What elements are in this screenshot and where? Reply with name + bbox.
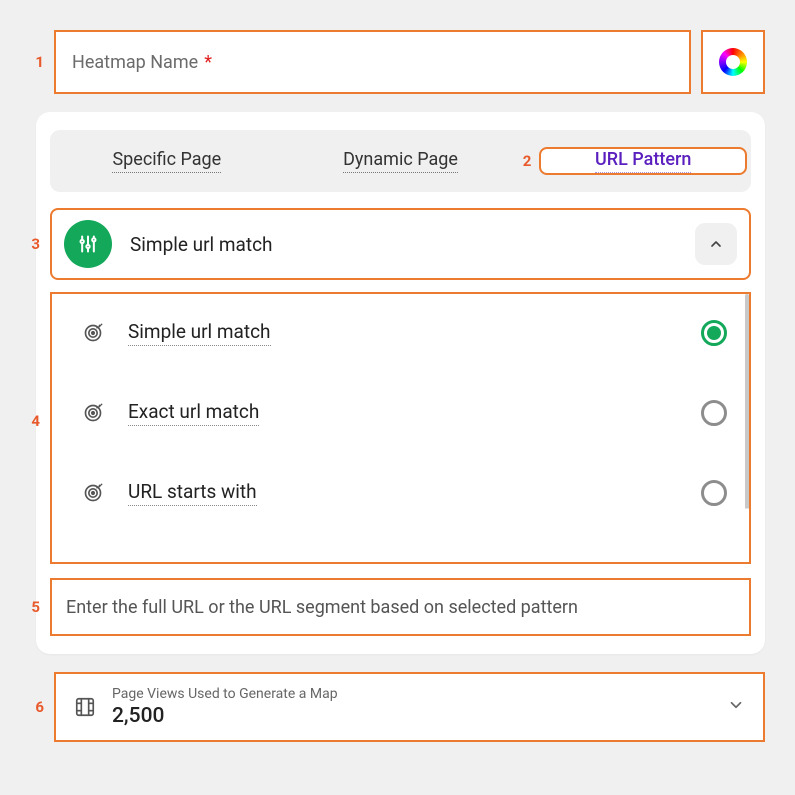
callout-5: 5 [26,598,40,616]
film-icon [74,696,96,718]
callout-1: 1 [30,53,44,71]
chevron-up-icon [708,236,724,252]
color-wheel-icon [719,48,747,76]
option-exact-url-match[interactable]: Exact url match [82,400,727,426]
page-type-tabs: Specific Page Dynamic Page 2 URL Pattern [50,130,751,192]
callout-3: 3 [26,235,40,253]
chevron-down-icon [727,696,745,718]
tab-specific-page-label: Specific Page [112,149,221,173]
scrollbar[interactable] [745,294,749,562]
tab-dynamic-page[interactable]: Dynamic Page [284,130,518,192]
pageviews-value: 2,500 [112,704,338,728]
sliders-icon [64,220,112,268]
callout-4: 4 [26,412,40,430]
callout-2: 2 [517,152,531,170]
tab-dynamic-page-label: Dynamic Page [343,149,458,173]
tab-specific-page[interactable]: Specific Page [50,130,284,192]
callout-6: 6 [30,698,44,716]
option-label: Exact url match [128,400,259,426]
match-options-list: Simple url match Exact url match [50,292,751,564]
collapse-button[interactable] [695,223,737,265]
required-marker: * [204,52,212,73]
config-panel: Specific Page Dynamic Page 2 URL Pattern… [36,112,765,654]
option-simple-url-match[interactable]: Simple url match [82,320,727,346]
option-label: URL starts with [128,480,257,506]
pageviews-label: Page Views Used to Generate a Map [112,686,338,702]
option-label: Simple url match [128,320,271,346]
color-picker-button[interactable] [701,30,765,94]
radio-unselected[interactable] [701,400,727,426]
tab-url-pattern-label: URL Pattern [595,149,691,173]
dropdown-title: Simple url match [130,233,677,256]
url-input[interactable]: Enter the full URL or the URL segment ba… [50,578,751,636]
target-icon [82,483,104,503]
target-icon [82,403,104,423]
match-type-dropdown[interactable]: Simple url match [50,208,751,280]
target-icon [82,323,104,343]
heatmap-name-input[interactable]: Heatmap Name * [54,30,691,94]
radio-unselected[interactable] [701,480,727,506]
option-url-starts-with[interactable]: URL starts with [82,480,727,506]
url-placeholder: Enter the full URL or the URL segment ba… [66,597,578,618]
radio-selected[interactable] [701,320,727,346]
pageviews-selector[interactable]: Page Views Used to Generate a Map 2,500 [54,672,765,742]
heatmap-name-label: Heatmap Name [72,52,198,73]
tab-url-pattern[interactable]: URL Pattern [539,147,747,175]
